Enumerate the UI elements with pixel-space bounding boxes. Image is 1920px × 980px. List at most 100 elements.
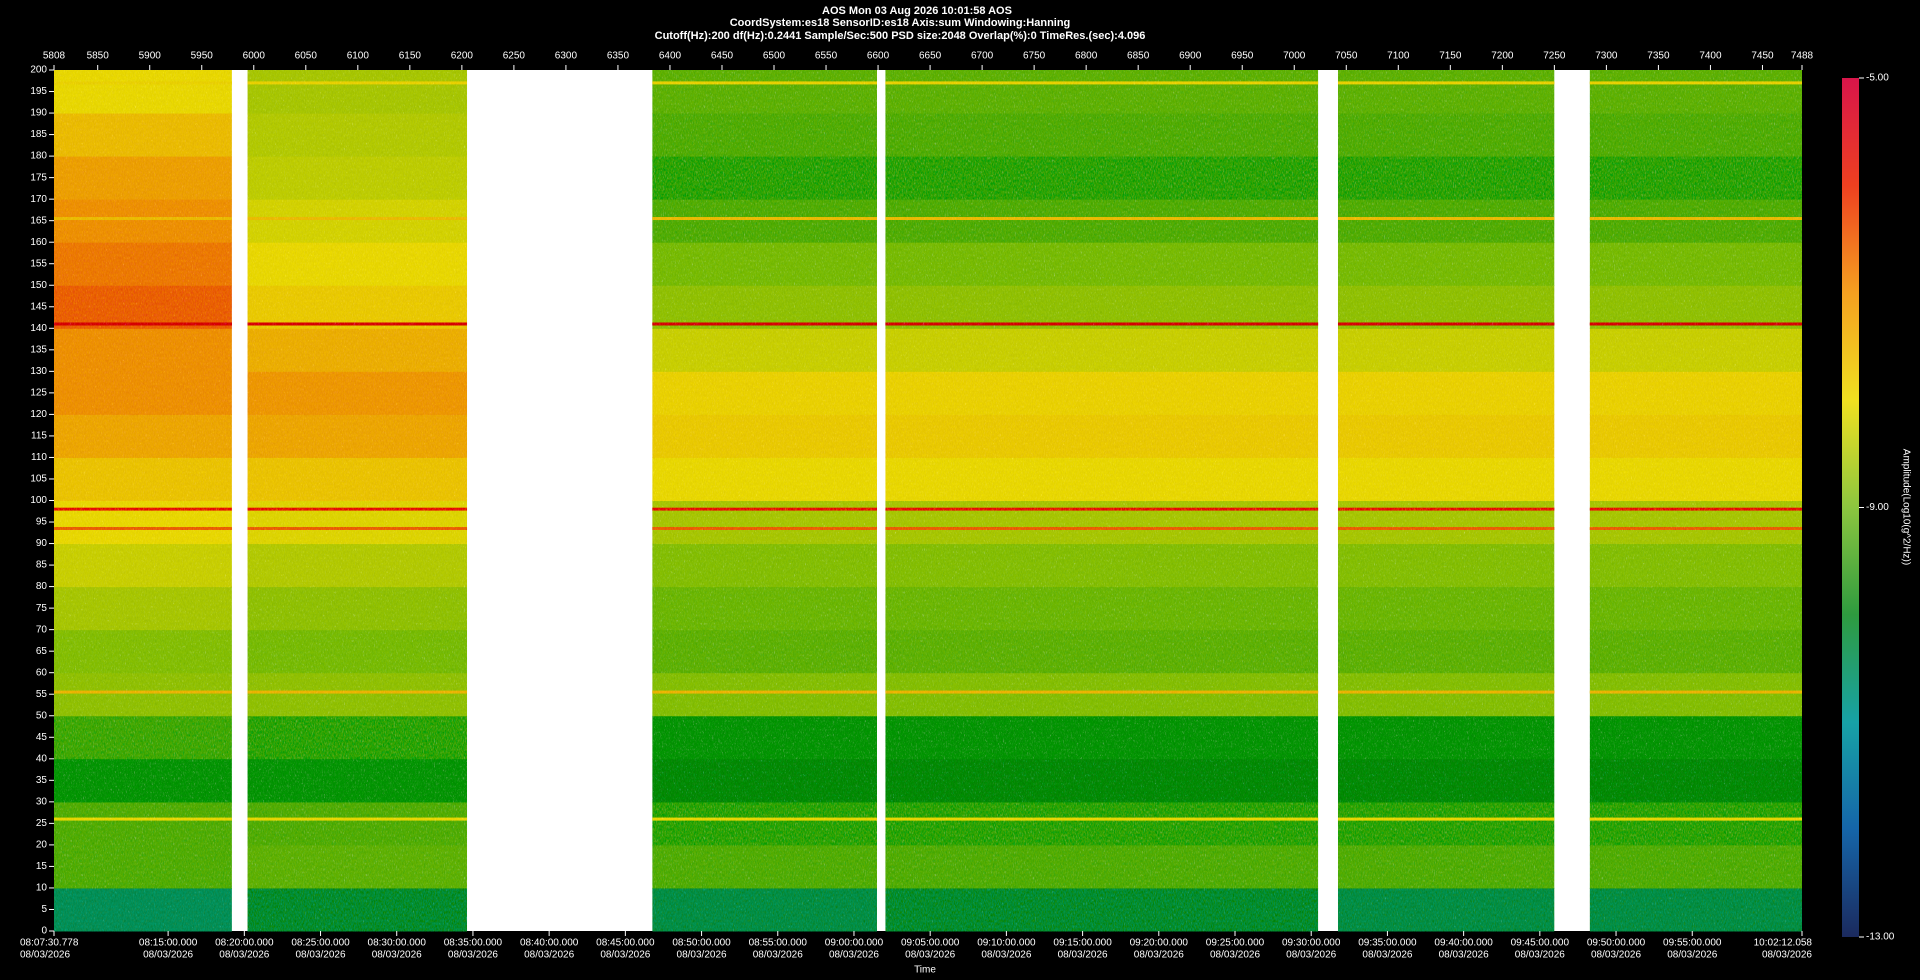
y-tick-label: 35 [36,775,48,786]
spectral-line [885,81,1319,85]
y-tick-label: 165 [30,215,47,226]
heatmap-cell [1337,887,1555,932]
heatmap-cell [54,285,232,329]
heatmap-cell [885,500,1319,545]
spectral-line [885,217,1319,221]
spectral-line [1337,526,1555,530]
heatmap-cell [652,629,878,674]
y-tick-label: 15 [36,861,48,872]
time-tick-date: 08/03/2026 [448,950,498,961]
time-tick-date: 08/03/2026 [981,950,1031,961]
heatmap-cell [1337,715,1555,760]
heatmap-cell [247,629,468,674]
heatmap-cell [54,887,232,932]
x-tick-label: 7350 [1647,51,1670,62]
heatmap-cell [247,371,468,415]
heatmap-cell [54,457,232,501]
heatmap-cell [247,457,468,501]
heatmap-cell [1337,672,1555,717]
spectral-line [885,690,1319,694]
spectral-line [885,507,1319,511]
heatmap-cell [652,156,878,200]
time-tick-date: 08/03/2026 [1762,950,1812,961]
heatmap-cell [1337,285,1555,329]
time-tick-label: 08:40:00.000 [520,938,579,949]
spectral-line [1589,322,1802,326]
x-tick-label: 6000 [243,51,266,62]
x-tick-label: 6450 [711,51,734,62]
spectral-line [1337,217,1555,221]
heatmap-cell [652,801,878,846]
heatmap-cell [1589,801,1802,846]
y-tick-label: 145 [30,301,47,312]
heatmap-cell [885,285,1319,329]
x-tick-label: 7000 [1283,51,1306,62]
time-tick-label: 08:20:00.000 [215,938,274,949]
spectral-line [1337,81,1555,85]
x-tick-label: 7250 [1543,51,1566,62]
heatmap-cell [885,887,1319,932]
x-tick-label: 6300 [555,51,578,62]
heatmap-cell [54,543,232,588]
y-tick-label: 105 [30,474,47,485]
x-tick-label: 6700 [971,51,994,62]
time-tick-label: 09:05:00.000 [901,938,960,949]
x-tick-label: 5808 [43,51,66,62]
spectral-line [1589,217,1802,221]
heatmap-cell [885,672,1319,717]
x-tick-label: 7150 [1439,51,1462,62]
spectral-line [247,507,468,511]
spectral-line [1337,322,1555,326]
heatmap-cell [885,586,1319,631]
heatmap-cell [1589,113,1802,157]
spectral-line [1589,817,1802,821]
heatmap-cell [54,715,232,760]
time-tick-date: 08/03/2026 [1439,950,1489,961]
heatmap-cell [652,586,878,631]
heatmap-cell [247,715,468,760]
colorbar-tick-label: -9.00 [1866,502,1889,513]
heatmap-cell [885,801,1319,846]
heatmap-cell [247,543,468,588]
heatmap-cell [652,285,878,329]
y-tick-label: 125 [30,388,47,399]
y-tick-label: 75 [36,603,48,614]
heatmap-cell [1589,457,1802,501]
y-tick-label: 110 [31,452,47,463]
heatmap-cell [54,156,232,200]
y-tick-label: 150 [30,280,47,291]
x-tick-label: 6600 [867,51,890,62]
time-tick-label: 09:45:00.000 [1511,938,1570,949]
x-tick-label: 7300 [1595,51,1618,62]
heatmap-cell [1337,156,1555,200]
heatmap-cell [54,844,232,889]
x-tick-label: 5850 [87,51,110,62]
heatmap-cell [1589,586,1802,631]
heatmap-cell [1337,500,1555,545]
heatmap-cell [885,844,1319,889]
y-tick-label: 30 [36,796,48,807]
spectral-line [652,81,878,85]
spectral-line [54,322,232,326]
heatmap-cell [885,543,1319,588]
heatmap-cell [652,758,878,803]
heatmap-cell [885,328,1319,372]
time-tick-label: 09:50:00.000 [1587,938,1646,949]
heatmap-cell [247,672,468,717]
time-tick-label: 09:15:00.000 [1053,938,1112,949]
spectral-line [652,690,878,694]
spectral-line [1589,690,1802,694]
spectral-line [54,690,232,694]
y-tick-label: 95 [36,517,48,528]
heatmap-cell [652,543,878,588]
x-tick-label: 6900 [1179,51,1202,62]
time-tick-date: 08/03/2026 [1134,950,1184,961]
time-tick-date: 08/03/2026 [1667,950,1717,961]
heatmap-cell [1589,156,1802,200]
spectral-line [1589,526,1802,530]
time-tick-label: 08:45:00.000 [596,938,655,949]
heatmap-cell [247,156,468,200]
time-tick-date: 08/03/2026 [1286,950,1336,961]
heatmap-cell [652,414,878,458]
y-tick-label: 20 [36,840,48,851]
